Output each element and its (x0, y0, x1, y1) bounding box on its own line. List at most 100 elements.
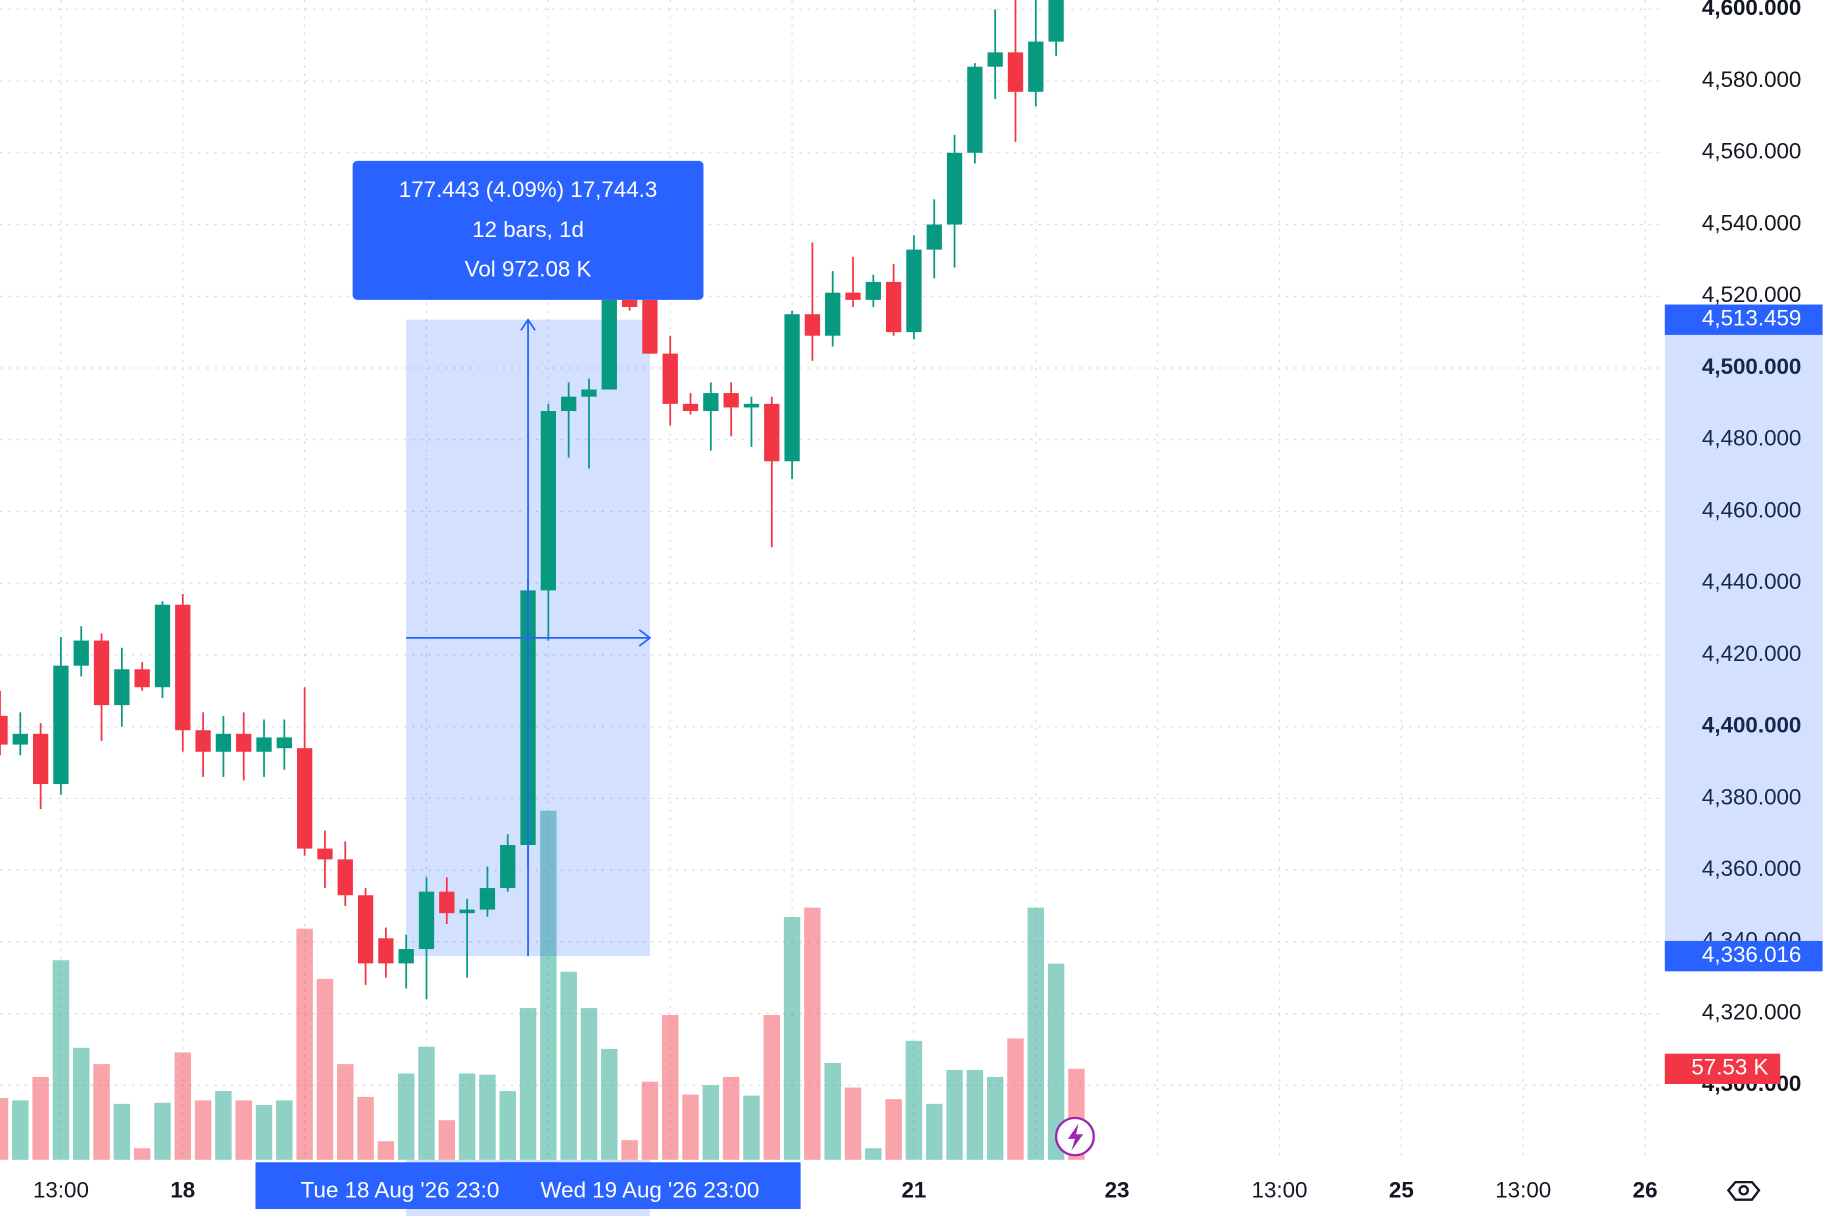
volume-bar (1007, 1038, 1024, 1160)
volume-bar (337, 1064, 354, 1160)
price-label-box (1664, 304, 1823, 335)
volume-bar (926, 1103, 943, 1160)
candle-body (642, 299, 658, 354)
candle-body (784, 314, 800, 462)
volume-bar (641, 1081, 659, 1160)
candle-body (703, 393, 719, 412)
x-tick-label: 21 (902, 1177, 927, 1202)
price-range-band (1664, 319, 1823, 957)
candle-body (398, 949, 414, 964)
volume-bar (418, 1046, 435, 1160)
date-label: Wed 19 Aug '26 23:00 (540, 1177, 759, 1202)
candles (0, 0, 1064, 1000)
candle-body (215, 733, 232, 752)
candle-body (825, 292, 841, 336)
volume-bar (540, 810, 557, 1160)
volume-bar (154, 1102, 171, 1160)
volume-bar (885, 1099, 902, 1160)
volume-bar (113, 1103, 131, 1160)
candle-body (621, 299, 638, 308)
volume-bar (12, 1100, 29, 1160)
candle-body (53, 665, 69, 785)
candle-body (845, 292, 861, 300)
y-tick-label: 4,480.000 (1702, 426, 1801, 451)
volume-bar (93, 1064, 110, 1160)
settings-icon[interactable] (1726, 1180, 1761, 1201)
candle-body (1028, 41, 1044, 92)
volume-bar (905, 1040, 923, 1160)
volume-bar (702, 1085, 720, 1160)
price-label: 4,336.016 (1702, 942, 1801, 967)
candle-body (987, 52, 1003, 67)
volume-bar (194, 1100, 212, 1160)
candle-body (662, 353, 678, 404)
measure-arrowhead (638, 629, 652, 647)
volume-bar (0, 1098, 9, 1160)
candle-body (926, 224, 942, 250)
volume-bar (438, 1120, 456, 1160)
candle-body (561, 396, 577, 412)
volume-bar (174, 1052, 192, 1160)
volume-bar (722, 1076, 740, 1160)
candle-body (175, 604, 191, 731)
y-tick-label: 4,380.000 (1702, 784, 1801, 809)
measure-arrowhead (520, 318, 536, 331)
volume-bar (32, 1076, 49, 1160)
measure-tooltip-text: Vol 972.08 K (465, 257, 592, 282)
candle-body (723, 393, 739, 408)
candle-body (743, 403, 760, 408)
date-label-box (499, 1162, 801, 1209)
y-tick-label: 4,560.000 (1702, 139, 1801, 164)
volume-bar (215, 1091, 232, 1160)
volume-bar (601, 1048, 618, 1160)
volume-bar (519, 1008, 537, 1160)
x-tick-label: 26 (1633, 1177, 1658, 1202)
candle-body (804, 314, 821, 336)
candle-body (885, 281, 902, 333)
candle-body (357, 895, 374, 964)
y-tick-label: 4,600.000 (1702, 0, 1801, 20)
candle-body (764, 403, 780, 462)
candle-body (154, 604, 171, 688)
x-tick-label: 18 (170, 1177, 195, 1202)
candle-body (581, 389, 597, 397)
candle-body (93, 640, 110, 706)
date-label: Tue 18 Aug '26 23:00 (301, 1177, 512, 1202)
candle-body (337, 859, 353, 896)
volume-bar (72, 1047, 90, 1160)
volume-bar (1027, 907, 1045, 1160)
volume-bar (824, 1063, 841, 1160)
candle-body (946, 152, 963, 225)
volume-bar (560, 971, 577, 1160)
volume-bar (235, 1100, 252, 1160)
volume-label: 57.53 K (1691, 1055, 1768, 1080)
volume-bar (661, 1015, 679, 1160)
volume-bar (844, 1087, 862, 1160)
candle-body (0, 715, 8, 745)
volume-bar (621, 1140, 638, 1160)
volume-bar (804, 907, 821, 1160)
candle-body (296, 748, 313, 849)
y-tick-label: 4,500.000 (1702, 354, 1801, 379)
y-tick-label: 4,400.000 (1702, 713, 1801, 738)
candle-body (906, 249, 922, 333)
volume-bar (52, 960, 70, 1160)
volume-bar (316, 978, 334, 1160)
settings-dot (1738, 1185, 1749, 1196)
x-tick-label: 25 (1389, 1177, 1414, 1202)
volume-bar (479, 1074, 496, 1160)
volume-bar (580, 1008, 598, 1160)
candle-body (540, 411, 557, 591)
candle-body (418, 891, 435, 950)
overlays: 177.443 (4.09%) 17,744.3 12 bars, 1d Vol 9… (255, 160, 1823, 1209)
volume-bar (783, 916, 801, 1160)
candle-body (682, 403, 699, 412)
candle-body (73, 640, 89, 666)
volume-bar (255, 1104, 273, 1160)
candle-body (1048, 0, 1064, 42)
candle-body (378, 938, 394, 964)
y-tick-label: 4,460.000 (1702, 497, 1801, 522)
y-tick-label: 4,540.000 (1702, 210, 1801, 235)
measure-tooltip-text: 12 bars, 1d (472, 217, 584, 242)
volume-bar (499, 1091, 516, 1160)
